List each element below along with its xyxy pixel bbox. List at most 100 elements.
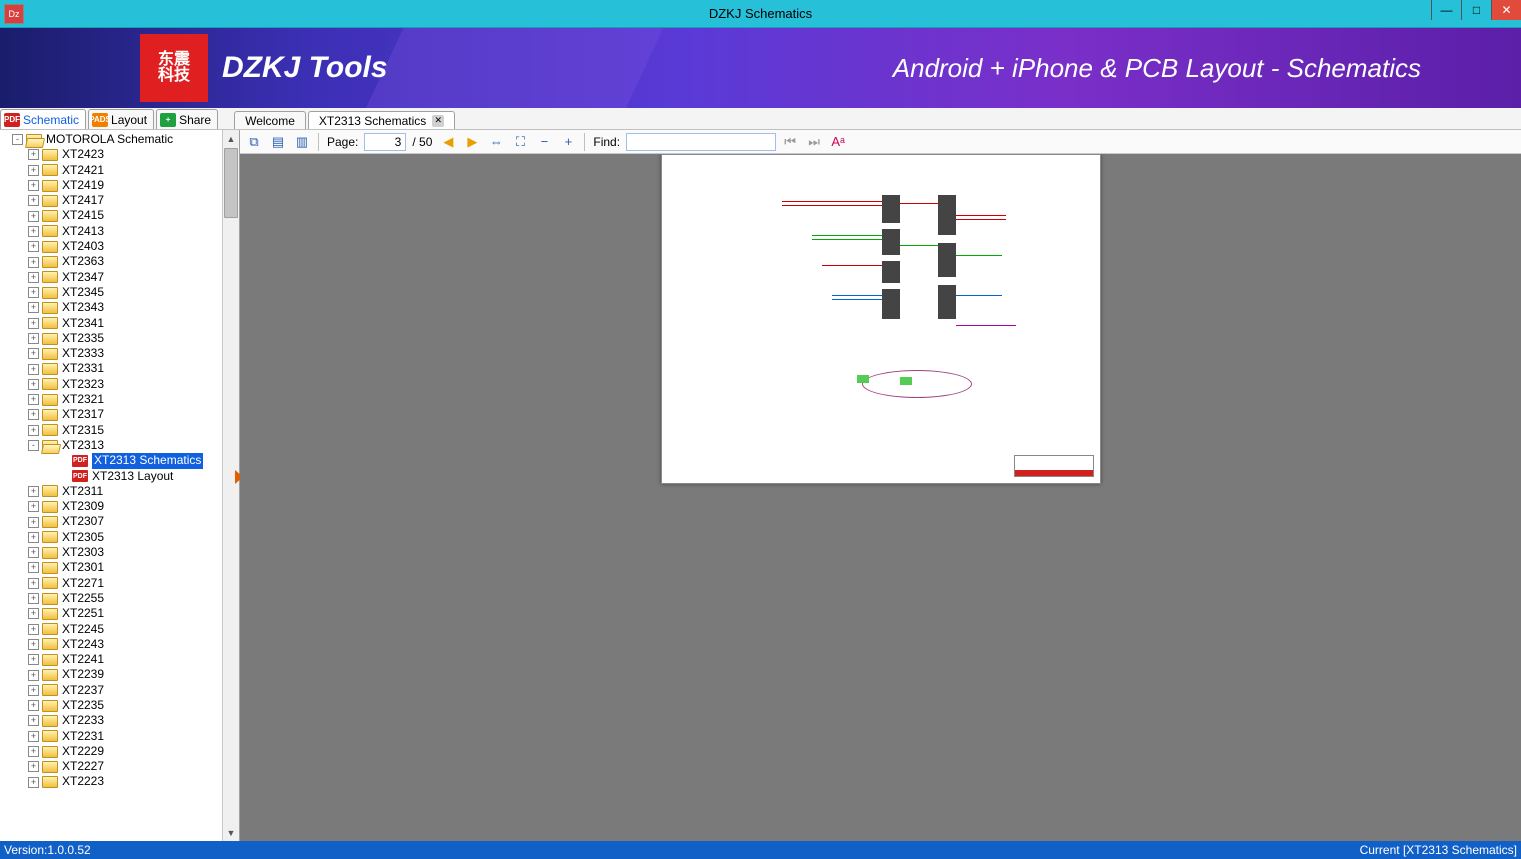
- tree-item[interactable]: +XT2231: [0, 729, 222, 744]
- tree-expander[interactable]: +: [28, 761, 39, 772]
- tree-expander[interactable]: +: [28, 302, 39, 313]
- tree-expander[interactable]: +: [28, 364, 39, 375]
- scroll-down-button[interactable]: ▼: [223, 824, 239, 841]
- fit-page-button[interactable]: ⛶: [510, 132, 530, 152]
- tree-expander[interactable]: +: [28, 394, 39, 405]
- tree-expander[interactable]: +: [28, 746, 39, 757]
- page-layout-button[interactable]: ▤: [268, 132, 288, 152]
- match-case-button[interactable]: Aᵃ: [828, 132, 848, 152]
- tree-item[interactable]: PDFXT2313 Layout: [0, 469, 222, 484]
- tree-item[interactable]: +XT2341: [0, 316, 222, 331]
- tree-item[interactable]: +XT2303: [0, 545, 222, 560]
- tree-expander[interactable]: +: [28, 348, 39, 359]
- tree-item[interactable]: +XT2237: [0, 683, 222, 698]
- tree-expander[interactable]: +: [28, 333, 39, 344]
- tree-item[interactable]: +XT2331: [0, 361, 222, 376]
- tree-expander[interactable]: +: [28, 180, 39, 191]
- tree-item[interactable]: +XT2271: [0, 576, 222, 591]
- tree-item[interactable]: +XT2233: [0, 713, 222, 728]
- tree-item[interactable]: +XT2243: [0, 637, 222, 652]
- tree-item[interactable]: +XT2251: [0, 606, 222, 621]
- tree-expander[interactable]: +: [28, 287, 39, 298]
- tree-item[interactable]: +XT2229: [0, 744, 222, 759]
- tree-item[interactable]: +XT2403: [0, 239, 222, 254]
- tree-expander[interactable]: +: [28, 318, 39, 329]
- tree-expander[interactable]: +: [28, 685, 39, 696]
- minimize-button[interactable]: —: [1431, 0, 1461, 20]
- tree-item[interactable]: +XT2239: [0, 667, 222, 682]
- side-tab-schematic[interactable]: PDFSchematic: [0, 109, 86, 129]
- scroll-thumb[interactable]: [224, 148, 238, 218]
- close-button[interactable]: ✕: [1491, 0, 1521, 20]
- tree-item[interactable]: +XT2335: [0, 331, 222, 346]
- tree-expander[interactable]: +: [28, 409, 39, 420]
- tree-item[interactable]: +XT2235: [0, 698, 222, 713]
- tree-item[interactable]: +XT2309: [0, 499, 222, 514]
- tree-expander[interactable]: +: [28, 547, 39, 558]
- tree-item[interactable]: +XT2245: [0, 622, 222, 637]
- tree-item[interactable]: -MOTOROLA Schematic: [0, 132, 222, 147]
- tree-item[interactable]: +XT2421: [0, 163, 222, 178]
- tree-expander[interactable]: +: [28, 226, 39, 237]
- side-tab-layout[interactable]: PADSLayout: [88, 109, 154, 129]
- tree-item[interactable]: +XT2301: [0, 560, 222, 575]
- tree-item[interactable]: +XT2321: [0, 392, 222, 407]
- tree-expander[interactable]: +: [28, 608, 39, 619]
- tree-expander[interactable]: -: [12, 134, 23, 145]
- tree-expander[interactable]: +: [28, 715, 39, 726]
- tab-close-icon[interactable]: ✕: [432, 115, 444, 127]
- tree-expander[interactable]: +: [28, 578, 39, 589]
- tree-item[interactable]: +XT2323: [0, 377, 222, 392]
- tree-item[interactable]: +XT2227: [0, 759, 222, 774]
- tree-expander[interactable]: +: [28, 425, 39, 436]
- tree-expander[interactable]: +: [28, 211, 39, 222]
- tree-expander[interactable]: +: [28, 624, 39, 635]
- tree-item[interactable]: +XT2423: [0, 147, 222, 162]
- tree-expander[interactable]: +: [28, 670, 39, 681]
- tree-item[interactable]: +XT2311: [0, 484, 222, 499]
- tree-item[interactable]: +XT2417: [0, 193, 222, 208]
- tree-item[interactable]: +XT2415: [0, 208, 222, 223]
- tree-item[interactable]: +XT2307: [0, 514, 222, 529]
- tree-expander[interactable]: +: [28, 700, 39, 711]
- tree-item[interactable]: +XT2317: [0, 407, 222, 422]
- tree-expander[interactable]: +: [28, 165, 39, 176]
- pdf-viewer[interactable]: [240, 154, 1521, 841]
- tree-scrollbar[interactable]: ▲ ▼: [222, 130, 239, 841]
- prev-page-button[interactable]: ◀: [438, 132, 458, 152]
- find-next-button[interactable]: ⏭: [804, 132, 824, 152]
- tree-expander[interactable]: +: [28, 195, 39, 206]
- tree-expander[interactable]: -: [28, 440, 39, 451]
- find-input[interactable]: [626, 133, 776, 151]
- copy-button[interactable]: ⧉: [244, 132, 264, 152]
- maximize-button[interactable]: □: [1461, 0, 1491, 20]
- tree-expander[interactable]: +: [28, 562, 39, 573]
- tree-expander[interactable]: +: [28, 257, 39, 268]
- tree-item[interactable]: +XT2413: [0, 224, 222, 239]
- tree-item[interactable]: PDFXT2313 Schematics: [0, 453, 222, 468]
- tree-expander[interactable]: +: [28, 272, 39, 283]
- tree-item[interactable]: -XT2313: [0, 438, 222, 453]
- tree-item[interactable]: +XT2255: [0, 591, 222, 606]
- tree-item[interactable]: +XT2363: [0, 254, 222, 269]
- next-page-button[interactable]: ▶: [462, 132, 482, 152]
- tree-item[interactable]: +XT2419: [0, 178, 222, 193]
- side-tab-share[interactable]: +Share: [156, 109, 218, 129]
- tree-expander[interactable]: +: [28, 532, 39, 543]
- tree-expander[interactable]: +: [28, 593, 39, 604]
- tree-item[interactable]: +XT2345: [0, 285, 222, 300]
- tree-item[interactable]: +XT2347: [0, 270, 222, 285]
- tree-expander[interactable]: +: [28, 639, 39, 650]
- scroll-up-button[interactable]: ▲: [223, 130, 239, 147]
- fit-width-button[interactable]: ⇔: [486, 132, 506, 152]
- tree-item[interactable]: +XT2343: [0, 300, 222, 315]
- tree-expander[interactable]: +: [28, 149, 39, 160]
- doc-tab[interactable]: Welcome: [234, 111, 306, 129]
- find-prev-button[interactable]: ⏮: [780, 132, 800, 152]
- page-number-input[interactable]: [364, 133, 406, 151]
- tree-expander[interactable]: +: [28, 241, 39, 252]
- zoom-out-button[interactable]: −: [534, 132, 554, 152]
- tree-expander[interactable]: +: [28, 654, 39, 665]
- tree-expander[interactable]: +: [28, 731, 39, 742]
- doc-tab[interactable]: XT2313 Schematics✕: [308, 111, 455, 129]
